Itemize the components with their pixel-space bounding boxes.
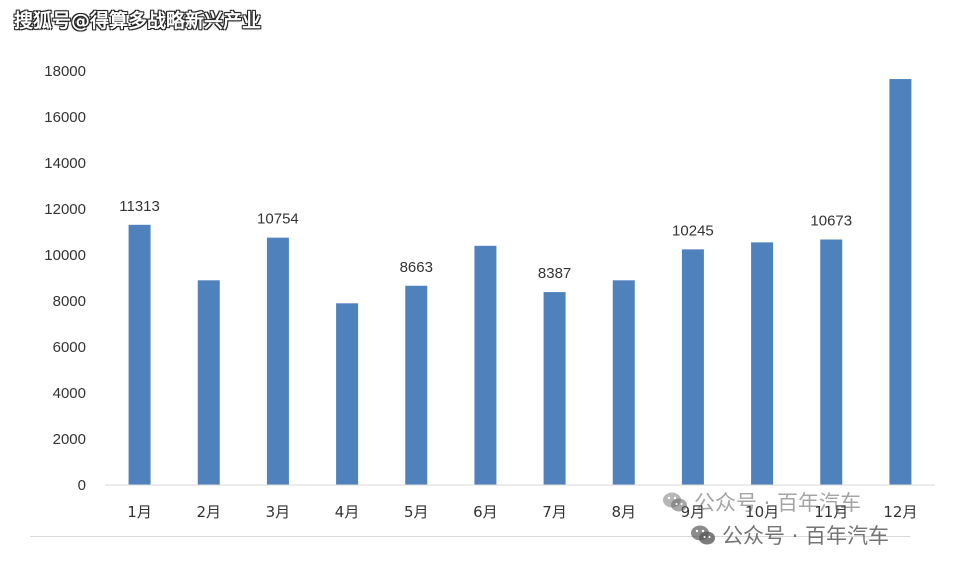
x-tick-label: 4月 [335, 503, 360, 521]
watermark-wechat-1: 公众号 · 百年汽车 [662, 487, 861, 518]
data-label: 10673 [810, 213, 852, 230]
data-label: 10754 [257, 211, 299, 228]
x-tick-label: 7月 [542, 503, 567, 521]
y-tick-label: 10000 [44, 247, 86, 264]
bar [751, 242, 774, 485]
y-tick-label: 4000 [53, 385, 86, 402]
x-tick-label: 5月 [404, 503, 429, 521]
bars [128, 79, 912, 486]
x-tick-label: 6月 [473, 503, 498, 521]
bar [543, 292, 566, 485]
bar [128, 224, 151, 485]
bar [681, 249, 704, 485]
y-tick-label: 0 [78, 477, 86, 494]
x-tick-label: 2月 [196, 503, 221, 521]
bar [266, 237, 289, 485]
bottom-divider [30, 536, 910, 537]
x-tick-label: 10月 [745, 503, 779, 521]
wechat-icon [690, 524, 716, 551]
data-labels: 11313 10754 8663 8387 10245 10673 [119, 198, 852, 282]
y-tick-label: 12000 [44, 201, 86, 218]
bar [889, 79, 912, 486]
bar [336, 303, 359, 485]
x-axis-ticks: 1月 2月 3月 4月 5月 6月 7月 8月 9月 10月 11月 12月 [127, 503, 917, 521]
watermark-top: 搜狐号@得算多战略新兴产业 [14, 10, 262, 32]
x-tick-label: 12月 [883, 503, 917, 521]
wechat-icon [662, 491, 688, 518]
bar [474, 245, 497, 485]
x-tick-label: 8月 [611, 503, 636, 521]
data-label: 11313 [119, 198, 160, 215]
data-label: 8663 [400, 259, 433, 276]
y-tick-label: 6000 [53, 339, 86, 356]
y-axis-ticks: 0 2000 4000 6000 8000 10000 12000 14000 16000 180… [44, 63, 86, 494]
data-label: 8387 [538, 265, 571, 282]
x-tick-label: 11月 [814, 503, 848, 521]
x-tick-label: 3月 [266, 503, 291, 521]
watermark-text-1: 公众号 · 百年汽车 [694, 491, 862, 515]
bar [405, 285, 428, 485]
x-tick-label: 1月 [127, 503, 152, 521]
y-tick-label: 14000 [44, 155, 86, 172]
y-tick-label: 8000 [53, 293, 86, 310]
watermark-wechat-2: 公众号 · 百年汽车 [690, 520, 889, 551]
y-tick-label: 18000 [44, 63, 86, 80]
bar [197, 280, 220, 485]
y-tick-label: 2000 [53, 431, 86, 448]
y-tick-label: 16000 [44, 109, 86, 126]
bar [820, 239, 843, 485]
x-tick-label: 9月 [681, 503, 706, 521]
bar [612, 280, 635, 485]
watermark-text-2: 公众号 · 百年汽车 [722, 524, 890, 548]
data-label: 10245 [672, 222, 714, 239]
